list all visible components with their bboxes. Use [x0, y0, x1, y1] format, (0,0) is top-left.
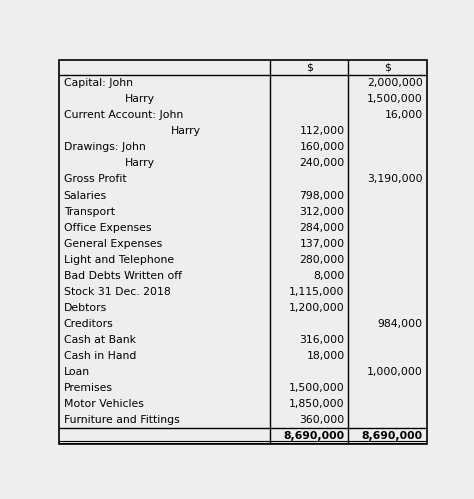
- Text: Furniture and Fittings: Furniture and Fittings: [64, 415, 179, 425]
- Text: General Expenses: General Expenses: [64, 239, 162, 249]
- Text: 984,000: 984,000: [378, 319, 423, 329]
- Text: 137,000: 137,000: [300, 239, 345, 249]
- Text: 798,000: 798,000: [300, 191, 345, 201]
- Text: Cash at Bank: Cash at Bank: [64, 335, 136, 345]
- Text: Gross Profit: Gross Profit: [64, 175, 126, 185]
- Text: Transport: Transport: [64, 207, 115, 217]
- Text: 1,850,000: 1,850,000: [289, 399, 345, 409]
- Text: $: $: [384, 62, 391, 72]
- Text: Harry: Harry: [125, 159, 155, 169]
- Text: 160,000: 160,000: [300, 142, 345, 152]
- Text: 240,000: 240,000: [300, 159, 345, 169]
- Text: 1,115,000: 1,115,000: [289, 287, 345, 297]
- Text: 280,000: 280,000: [300, 254, 345, 264]
- Text: Creditors: Creditors: [64, 319, 113, 329]
- Text: 8,000: 8,000: [313, 271, 345, 281]
- Text: 2,000,000: 2,000,000: [367, 78, 423, 88]
- Text: Salaries: Salaries: [64, 191, 107, 201]
- Text: 16,000: 16,000: [385, 110, 423, 120]
- Text: 360,000: 360,000: [300, 415, 345, 425]
- Text: Harry: Harry: [171, 126, 201, 136]
- Text: Cash in Hand: Cash in Hand: [64, 351, 136, 361]
- Text: Harry: Harry: [125, 94, 155, 104]
- Text: Stock 31 Dec. 2018: Stock 31 Dec. 2018: [64, 287, 171, 297]
- Text: 1,200,000: 1,200,000: [289, 303, 345, 313]
- Text: Loan: Loan: [64, 367, 90, 377]
- Text: 316,000: 316,000: [300, 335, 345, 345]
- Text: Drawings: John: Drawings: John: [64, 142, 146, 152]
- Text: Motor Vehicles: Motor Vehicles: [64, 399, 144, 409]
- Text: 1,500,000: 1,500,000: [367, 94, 423, 104]
- Text: $: $: [306, 62, 313, 72]
- Text: 8,690,000: 8,690,000: [283, 431, 345, 441]
- Text: 18,000: 18,000: [306, 351, 345, 361]
- Text: 112,000: 112,000: [300, 126, 345, 136]
- Text: 3,190,000: 3,190,000: [367, 175, 423, 185]
- Text: Debtors: Debtors: [64, 303, 107, 313]
- Text: 312,000: 312,000: [300, 207, 345, 217]
- Text: Office Expenses: Office Expenses: [64, 223, 151, 233]
- Text: 1,500,000: 1,500,000: [289, 383, 345, 393]
- Text: 284,000: 284,000: [300, 223, 345, 233]
- Text: Light and Telephone: Light and Telephone: [64, 254, 174, 264]
- Text: Premises: Premises: [64, 383, 113, 393]
- Text: Bad Debts Written off: Bad Debts Written off: [64, 271, 182, 281]
- Text: 1,000,000: 1,000,000: [367, 367, 423, 377]
- Text: 8,690,000: 8,690,000: [362, 431, 423, 441]
- Text: Current Account: John: Current Account: John: [64, 110, 183, 120]
- Text: Capital: John: Capital: John: [64, 78, 133, 88]
